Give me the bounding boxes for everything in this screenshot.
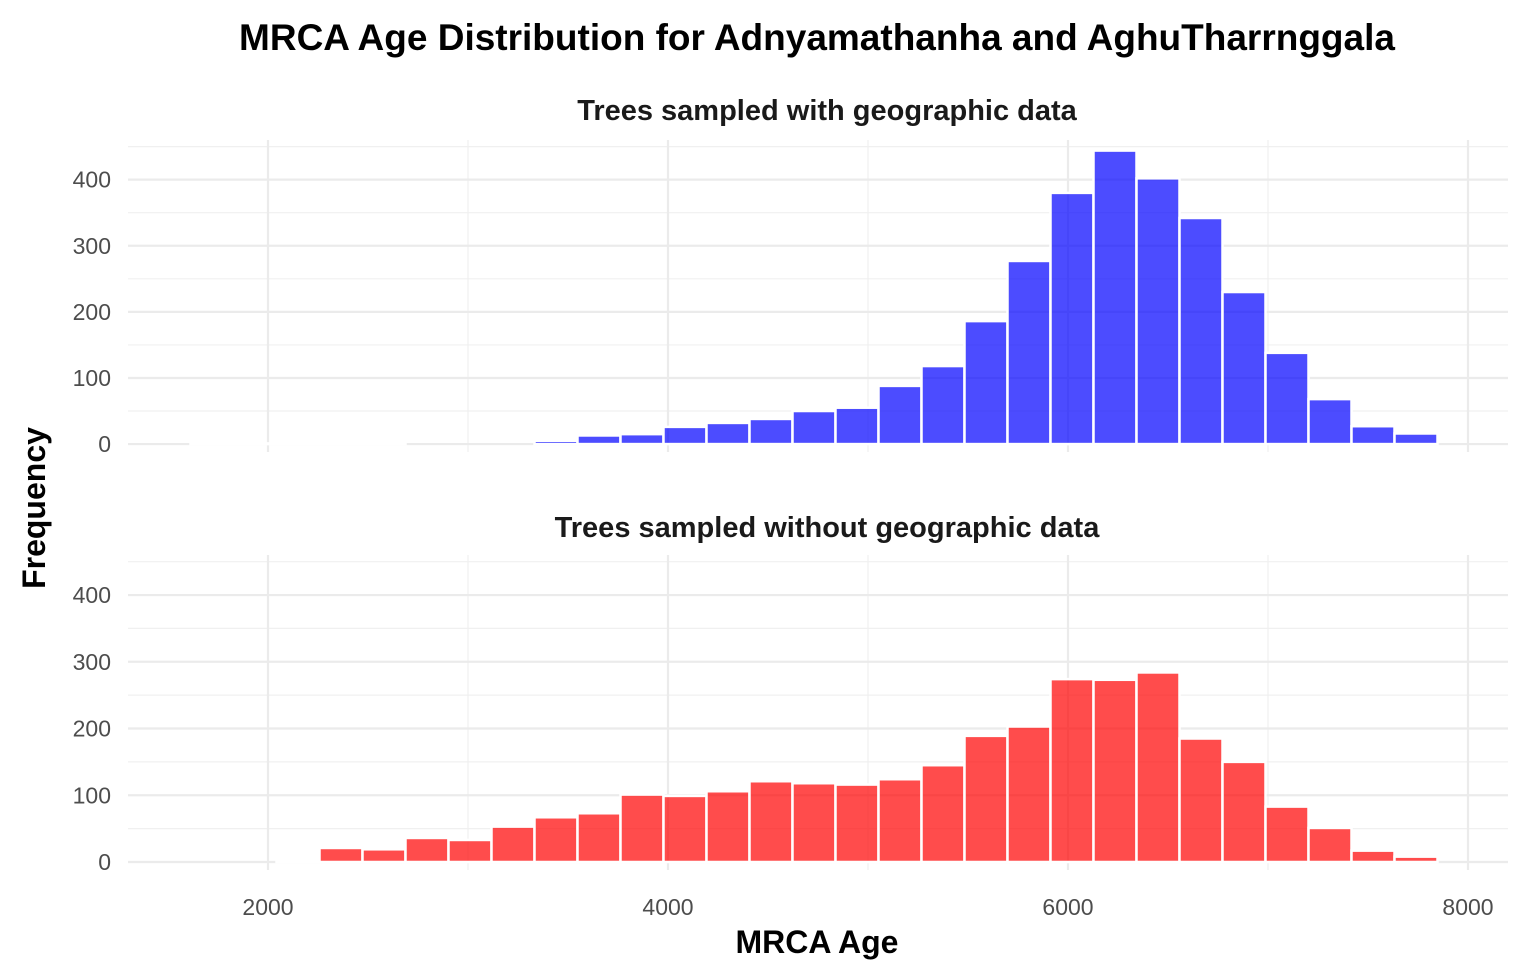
panel-title: Trees sampled without geographic data — [555, 512, 1101, 544]
histogram-bar — [361, 848, 407, 864]
histogram-bar — [1393, 855, 1439, 864]
panels-layer: Trees sampled with geographic data 0 100 20… — [73, 95, 1508, 920]
histogram-bar — [834, 406, 880, 446]
y-tick-label: 200 — [73, 299, 111, 325]
histogram-bar — [1307, 826, 1353, 864]
histogram-bar — [1092, 149, 1138, 446]
histogram-bar — [1350, 849, 1396, 864]
histogram-bar — [1350, 424, 1396, 446]
y-tick-label: 400 — [73, 167, 111, 193]
histogram-bar — [275, 442, 321, 446]
histogram-bar — [275, 859, 321, 864]
histogram-bar — [791, 781, 837, 864]
histogram-bar — [920, 364, 966, 446]
histogram-bar — [576, 812, 622, 864]
y-tick-label: 100 — [73, 782, 111, 808]
y-tick-label: 100 — [73, 365, 111, 391]
x-tick-label: 4000 — [642, 894, 693, 920]
histogram-bar — [361, 442, 407, 446]
histogram-bar — [834, 783, 880, 864]
histogram-bar — [533, 439, 579, 446]
histogram-bar — [1264, 351, 1310, 446]
y-tick-label: 400 — [73, 582, 111, 608]
x-axis-title: MRCA Age — [736, 924, 899, 960]
histogram-bar — [1307, 397, 1353, 446]
histogram-bar — [1178, 737, 1224, 864]
histogram-bar — [447, 838, 493, 864]
histogram-bar — [748, 779, 794, 864]
histogram-bar — [963, 319, 1009, 446]
histogram-bar — [232, 442, 278, 446]
panel-2: Trees sampled without geographic data 0 10… — [73, 512, 1508, 875]
histogram-bar — [490, 825, 536, 864]
histogram-bar — [877, 384, 923, 446]
histogram-bar — [1264, 805, 1310, 864]
histogram-bar — [877, 777, 923, 864]
x-tick-label: 8000 — [1442, 894, 1493, 920]
x-tick-label: 6000 — [1042, 894, 1093, 920]
histogram-bar — [705, 421, 751, 446]
panel-1: Trees sampled with geographic data 0 100 20… — [73, 95, 1508, 457]
histogram-bar — [1135, 671, 1181, 864]
histogram-bar — [1221, 290, 1267, 446]
panel-title: Trees sampled with geographic data — [577, 95, 1077, 127]
histogram-bar — [619, 793, 665, 864]
y-tick-label: 300 — [73, 649, 111, 675]
histogram-bar — [920, 763, 966, 864]
histogram-bar — [1006, 259, 1052, 446]
histogram-bar — [1221, 760, 1267, 864]
histogram-bar — [1135, 177, 1181, 446]
histogram-bar — [1393, 432, 1439, 446]
histogram-bar — [533, 816, 579, 864]
y-tick-label: 200 — [73, 716, 111, 742]
histogram-bar — [1006, 725, 1052, 864]
histogram-bar — [963, 734, 1009, 864]
histogram-bar — [1049, 191, 1095, 446]
histogram-bar — [576, 434, 622, 446]
histogram-bar — [404, 836, 450, 864]
histogram-bar — [318, 442, 364, 446]
histogram-bar — [189, 442, 235, 446]
histogram-bar — [748, 417, 794, 446]
y-tick-label: 0 — [98, 849, 111, 875]
histogram-bar — [705, 790, 751, 864]
histogram-bar — [662, 794, 708, 864]
y-tick-label: 300 — [73, 233, 111, 259]
histogram-bar — [1092, 678, 1138, 864]
histogram-bar — [318, 846, 364, 864]
histogram-bar — [1049, 677, 1095, 864]
histogram-bar — [1178, 216, 1224, 446]
chart-title: MRCA Age Distribution for Adnyamathanha … — [239, 17, 1395, 58]
x-tick-label: 2000 — [242, 894, 293, 920]
histogram-bar — [619, 432, 665, 446]
y-tick-label: 0 — [98, 431, 111, 457]
histogram-bar — [662, 425, 708, 446]
y-axis-title: Frequency — [16, 427, 52, 589]
histogram-bar — [791, 409, 837, 446]
